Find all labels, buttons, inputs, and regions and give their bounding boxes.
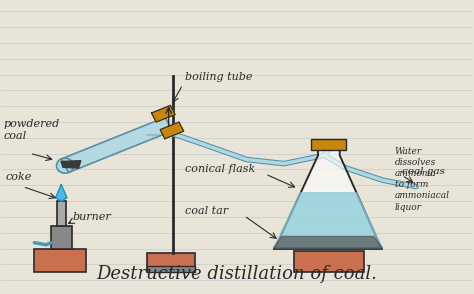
FancyBboxPatch shape [35,249,86,272]
Polygon shape [274,145,382,249]
Text: conical flask: conical flask [185,164,255,174]
Circle shape [56,158,73,173]
Text: powdered
coal: powdered coal [4,119,60,141]
Text: Water
dissolves
ammonia
to form
ammoniacal
liquor: Water dissolves ammonia to form ammoniac… [395,147,450,211]
Text: Destructive distillation of coal.: Destructive distillation of coal. [97,265,377,283]
Polygon shape [61,161,81,168]
FancyBboxPatch shape [147,253,195,272]
Polygon shape [62,117,172,173]
Text: boiling tube: boiling tube [185,72,253,82]
Text: coal tar: coal tar [185,206,228,216]
Polygon shape [55,184,67,201]
Polygon shape [160,122,184,139]
Polygon shape [274,193,382,248]
FancyBboxPatch shape [311,139,346,150]
Polygon shape [152,106,175,122]
FancyBboxPatch shape [293,251,364,272]
Text: burner: burner [72,212,111,222]
FancyBboxPatch shape [56,201,66,226]
Text: coke: coke [5,172,32,182]
Polygon shape [274,236,382,248]
FancyBboxPatch shape [147,265,195,272]
Text: coal gas: coal gas [402,167,445,176]
FancyBboxPatch shape [51,226,72,249]
